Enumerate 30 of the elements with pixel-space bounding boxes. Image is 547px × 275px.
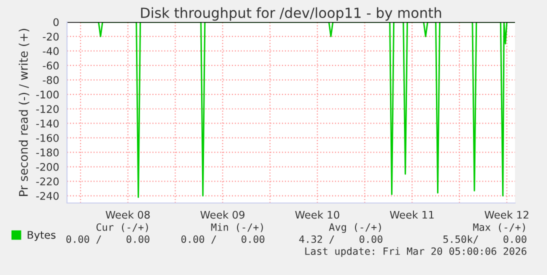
y-tick-label: -200 xyxy=(36,163,59,171)
y-tick-label: -140 xyxy=(36,120,59,128)
y-tick-label: -220 xyxy=(36,178,59,186)
y-tick-label: -80 xyxy=(42,76,59,84)
y-tick-label: -180 xyxy=(36,148,59,156)
y-tick-label: -20 xyxy=(42,32,59,41)
y-tick-label: -160 xyxy=(36,134,59,142)
chart-title: Disk throughput for /dev/loop11 - by month xyxy=(141,7,442,21)
legend-label: Bytes xyxy=(28,231,56,241)
text: 0.00 / 0.00 xyxy=(181,235,264,244)
y-tick-label: -240 xyxy=(36,192,59,200)
x-tick-label: Week 08 xyxy=(106,210,150,219)
text: 4.32 / 0.00 xyxy=(299,235,382,244)
text: Last update: Fri Mar 20 05:00:06 2026 xyxy=(305,247,526,257)
y-tick-label: -100 xyxy=(36,90,59,99)
text: 0.00 / 0.00 xyxy=(66,235,150,244)
text: Cur (-/+) xyxy=(96,223,148,232)
y-tick-label: -120 xyxy=(36,105,59,113)
x-tick-label: Week 11 xyxy=(390,210,434,219)
x-tick-label: Week 12 xyxy=(484,210,528,219)
text: Avg (-/+) xyxy=(329,223,381,233)
text: 5.50k/ 0.00 xyxy=(443,235,526,244)
y-axis-title: Pr second read (-) / write (+) xyxy=(18,28,30,196)
y-tick-label: -60 xyxy=(42,62,59,70)
x-tick-label: Week 10 xyxy=(295,210,340,219)
text: Max (-/+) xyxy=(473,223,525,232)
y-tick-label: 0 xyxy=(53,18,59,26)
x-tick-label: Week 09 xyxy=(200,210,244,219)
text: Min (-/+) xyxy=(211,223,263,232)
y-tick-label: -40 xyxy=(42,47,59,56)
